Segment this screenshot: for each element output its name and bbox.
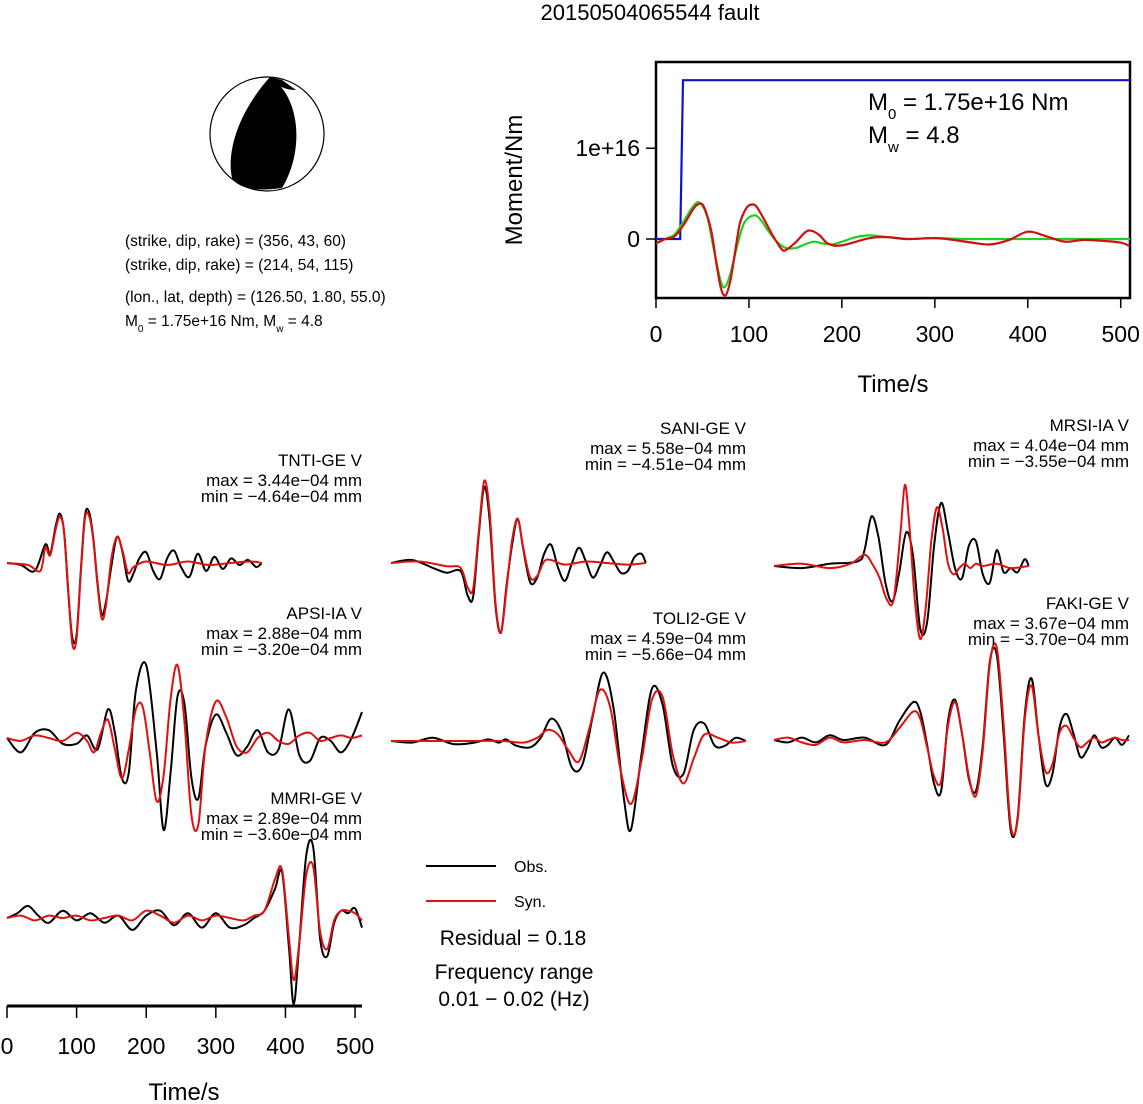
nodal-plane-1: (strike, dip, rake) = (356, 43, 60)	[125, 233, 346, 250]
station-label-apsi-ia-v: APSI-IA V	[286, 604, 362, 623]
waveform-xtick-label-500: 500	[336, 1033, 374, 1059]
mechanism-parameters: (strike, dip, rake) = (356, 43, 60) (str…	[125, 233, 386, 335]
station-max-mrsi-ia-v: max = 4.04e−04 mm	[973, 436, 1129, 455]
figure-title: 20150504065544 fault	[541, 0, 760, 25]
waveform-mmri-ge-v-syn	[6, 860, 363, 982]
moment-xtick-label-500: 500	[1102, 321, 1140, 347]
waveform-mrsi-ia-v-obs	[773, 501, 1030, 636]
waveform-xtick-label-100: 100	[57, 1033, 95, 1059]
focal-mechanism-beachball	[209, 76, 325, 192]
moment-chart-annotation-m0: M0 = 1.75e+16 Nm	[868, 89, 1068, 123]
moment-ytick-label-1e-16: 1e+16	[575, 135, 640, 161]
residual-text: Residual = 0.18	[440, 927, 587, 950]
station-label-mrsi-ia-v: MRSI-IA V	[1050, 416, 1130, 435]
moment-chart-ylabel: Moment/Nm	[501, 115, 528, 246]
waveform-xtick-label-200: 200	[127, 1033, 165, 1059]
moment-chart-annotation-mw: Mw = 4.8	[868, 122, 960, 156]
station-max-sani-ge-v: max = 5.58e−04 mm	[590, 439, 746, 458]
waveform-mmri-ge-v-obs	[6, 838, 363, 1006]
moment-xtick-label-400: 400	[1009, 321, 1047, 347]
station-min-tnti-ge-v: min = −4.64e−04 mm	[201, 487, 362, 506]
frequency-range-value: 0.01 − 0.02 (Hz)	[438, 988, 589, 1011]
station-max-apsi-ia-v: max = 2.88e−04 mm	[206, 624, 362, 643]
legend-syn-label: Syn.	[514, 894, 546, 911]
station-min-sani-ge-v: min = −4.51e−04 mm	[585, 455, 746, 474]
moment-magnitude-line: M0 = 1.75e+16 Nm, Mw = 4.8	[125, 313, 323, 335]
waveform-sani-ge-v-obs	[390, 485, 647, 635]
mw-value: 4.8	[301, 313, 323, 330]
legend-obs-label: Obs.	[514, 859, 548, 876]
m0-value: 1.75e+16 Nm	[161, 313, 255, 330]
moment-annotation-mw-value: 4.8	[926, 122, 959, 149]
station-label-sani-ge-v: SANI-GE V	[660, 419, 747, 438]
station-label-mmri-ge-v: MMRI-GE V	[270, 789, 362, 808]
station-min-mmri-ge-v: min = −3.60e−04 mm	[201, 825, 362, 844]
moment-chart-frame	[654, 60, 1132, 300]
station-max-faki-ge-v: max = 3.67e−04 mm	[973, 614, 1129, 633]
waveform-mrsi-ia-v-syn	[773, 483, 1029, 641]
waveform-xtick-label-300: 300	[197, 1033, 235, 1059]
station-label-faki-ge-v: FAKI-GE V	[1046, 594, 1130, 613]
waveform-toli2-ge-v-syn	[391, 688, 747, 805]
moment-chart-xlabel: Time/s	[857, 371, 928, 398]
moment-xtick-label-0: 0	[650, 321, 663, 347]
moment-xtick-label-200: 200	[823, 321, 861, 347]
station-min-mrsi-ia-v: min = −3.55e−04 mm	[968, 452, 1129, 471]
moment-series-line-3	[655, 202, 1131, 297]
moment-annotation-m0-value: 1.75e+16 Nm	[924, 89, 1069, 116]
moment-xtick-label-100: 100	[730, 321, 768, 347]
station-max-tnti-ge-v: max = 3.44e−04 mm	[206, 471, 362, 490]
waveform-tnti-ge-v-syn	[6, 511, 262, 651]
waveform-time-axis: 0 100 200 300 400 500 Time/s	[1, 1004, 374, 1104]
moment-ytick-label-0: 0	[627, 226, 640, 252]
waveform-apsi-ia-v-syn	[6, 663, 363, 833]
moment-series-line-2	[655, 201, 1130, 289]
nodal-plane-2: (strike, dip, rake) = (214, 54, 115)	[125, 257, 353, 274]
station-label-tnti-ge-v: TNTI-GE V	[278, 451, 363, 470]
station-min-toli2-ge-v: min = −5.66e−04 mm	[585, 645, 746, 664]
waveform-legend: Obs. Syn. Residual = 0.18 Frequency rang…	[426, 859, 593, 1011]
moment-xtick-label-300: 300	[916, 321, 954, 347]
station-label-toli2-ge-v: TOLI2-GE V	[653, 609, 747, 628]
station-max-toli2-ge-v: max = 4.59e−04 mm	[590, 629, 746, 648]
frequency-range-title: Frequency range	[435, 961, 594, 984]
waveform-xtick-label-400: 400	[266, 1033, 304, 1059]
hypocenter-location: (lon., lat, depth) = (126.50, 1.80, 55.0…	[125, 289, 386, 306]
station-max-mmri-ge-v: max = 2.89e−04 mm	[206, 809, 362, 828]
waveform-sani-ge-v-syn	[390, 479, 646, 634]
waveform-xtick-label-0: 0	[1, 1033, 14, 1059]
station-min-faki-ge-v: min = −3.70e−04 mm	[968, 630, 1129, 649]
station-min-apsi-ia-v: min = −3.20e−04 mm	[201, 640, 362, 659]
waveform-faki-ge-v-syn	[773, 642, 1130, 837]
waveform-xlabel: Time/s	[148, 1079, 219, 1104]
